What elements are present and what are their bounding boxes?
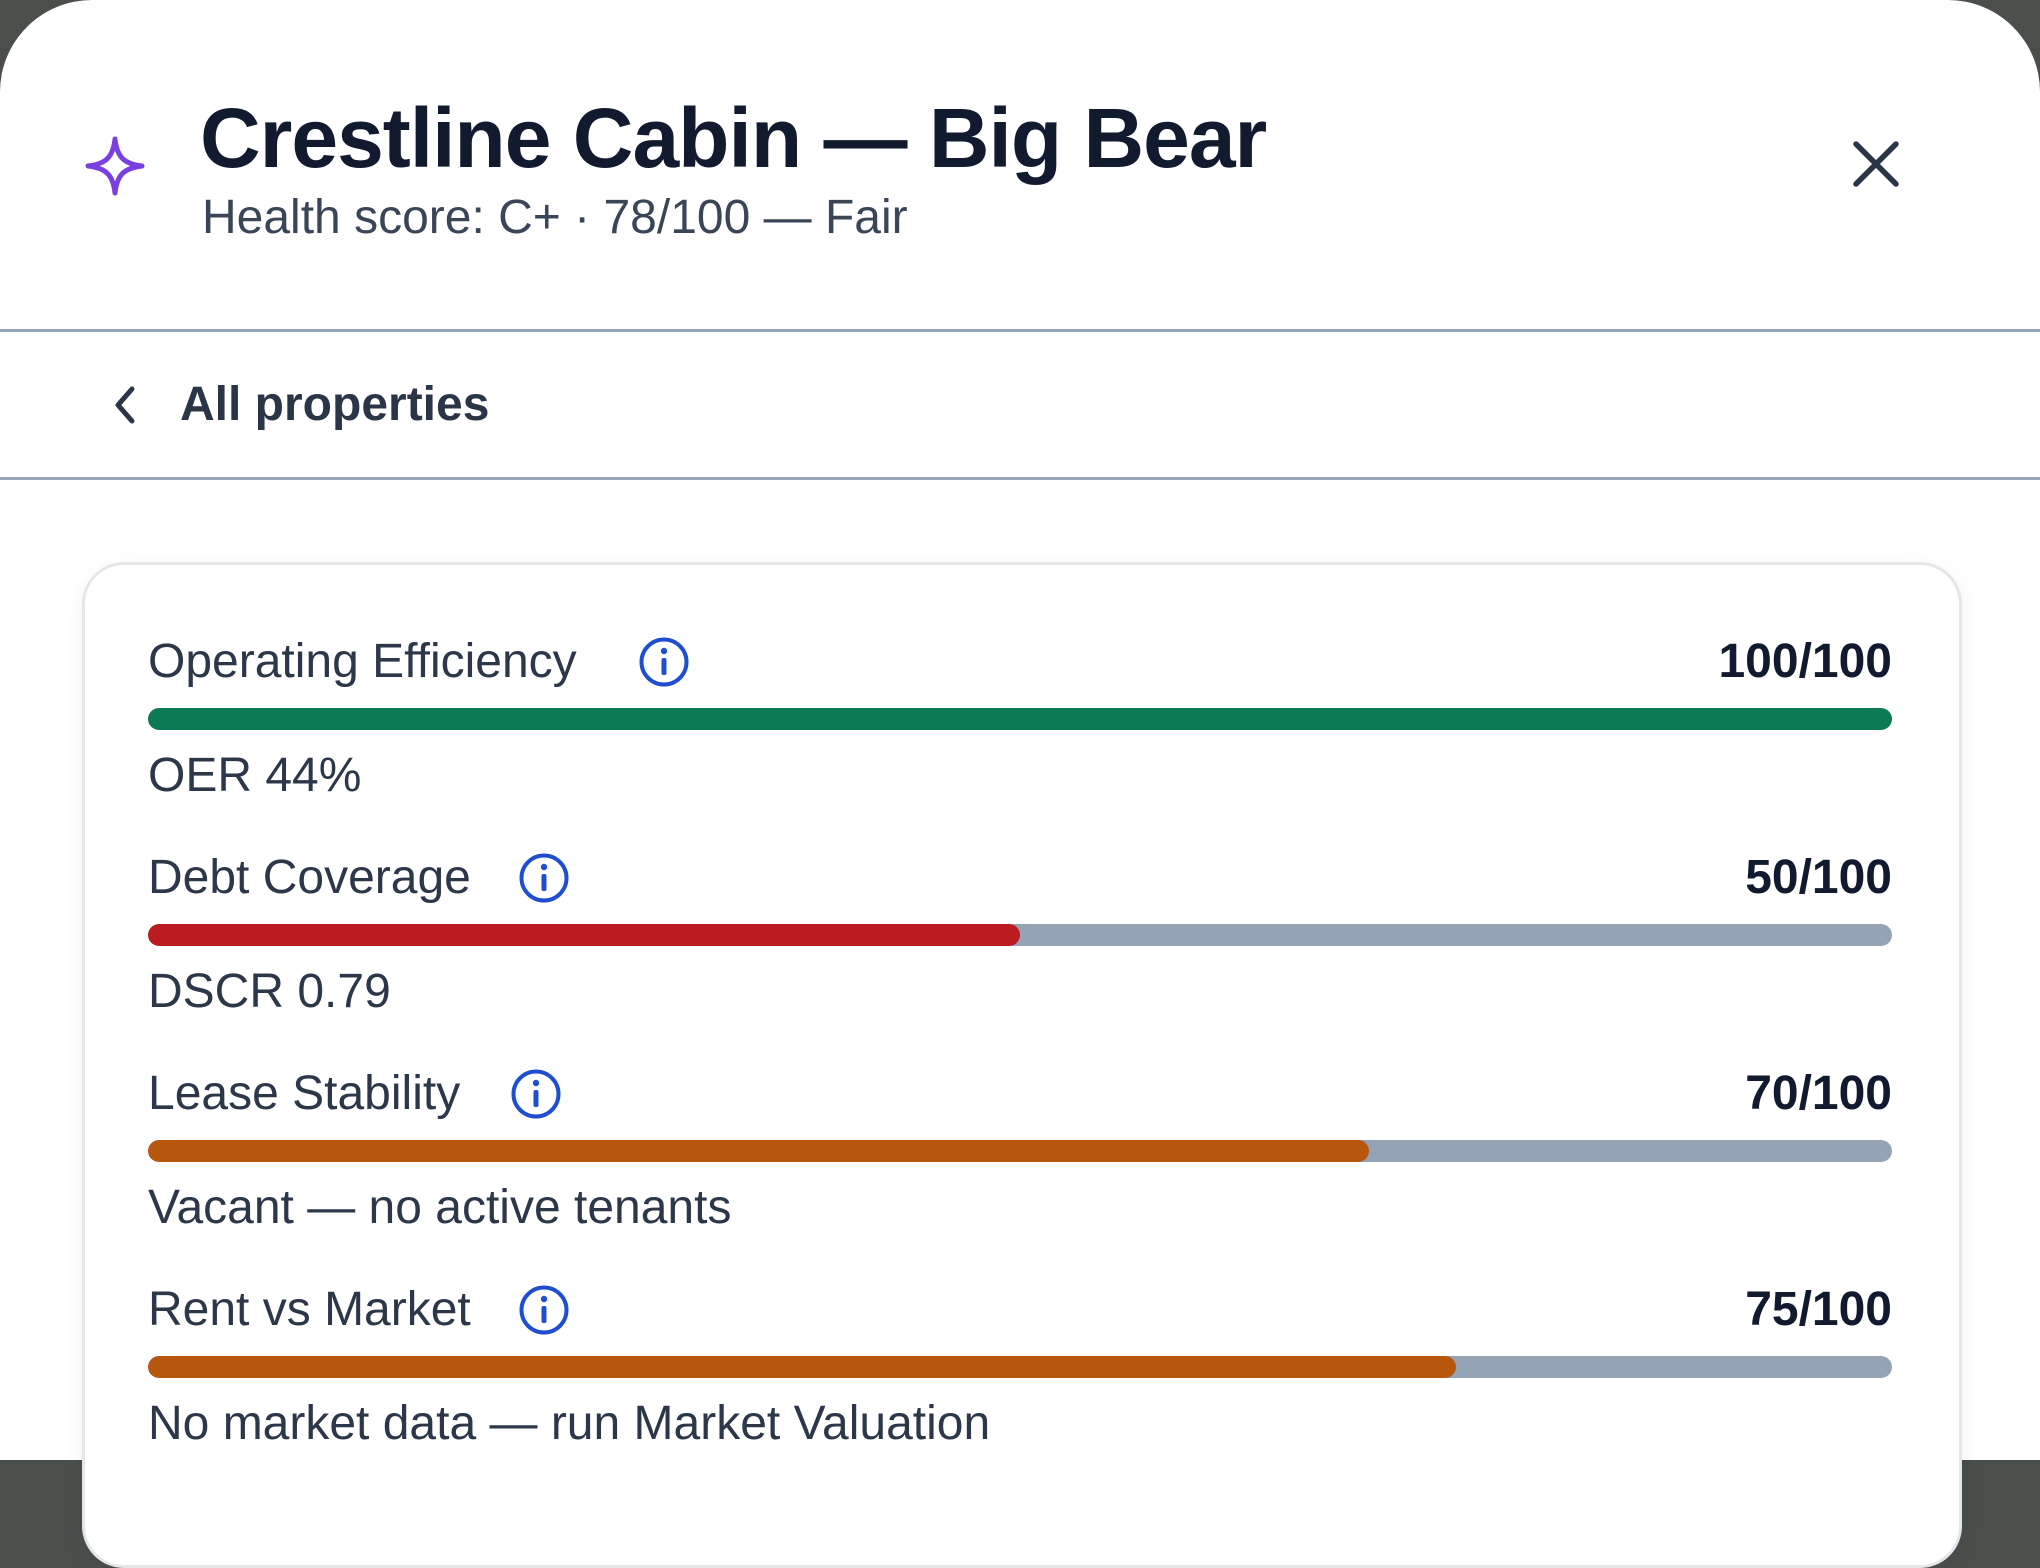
metric-detail: DSCR 0.79 (148, 965, 391, 1018)
info-icon[interactable] (510, 1068, 562, 1120)
score-bar-fill (148, 708, 1892, 730)
panel-header: Crestline Cabin — Big Bear Health score:… (0, 0, 2040, 330)
metric-score: 100/100 (1718, 635, 1892, 688)
metric-name: Rent vs Market (148, 1283, 471, 1336)
health-score-summary: Health score: C+ · 78/100 — Fair (202, 191, 908, 244)
sparkle-icon (85, 136, 145, 196)
metric-detail: No market data — run Market Valuation (148, 1397, 991, 1450)
header-divider (0, 329, 2040, 332)
score-bar-track (148, 708, 1892, 730)
info-icon[interactable] (518, 1284, 570, 1336)
metric-score: 70/100 (1745, 1067, 1892, 1120)
metric-name: Lease Stability (148, 1067, 461, 1120)
score-bar-fill (148, 1356, 1456, 1378)
score-bar-track (148, 1140, 1892, 1162)
nav-divider (0, 477, 2040, 480)
metric-score: 50/100 (1745, 851, 1892, 904)
chevron-left-icon (115, 386, 135, 424)
metric-detail: OER 44% (148, 749, 362, 802)
metric-rent-vs-market: Rent vs Market 75/100 No market data — r… (148, 1278, 1892, 1494)
score-bar-track (148, 1356, 1892, 1378)
metric-name: Debt Coverage (148, 851, 471, 904)
score-bar-fill (148, 1140, 1369, 1162)
score-bar-track (148, 924, 1892, 946)
metric-name: Operating Efficiency (148, 635, 577, 688)
score-bar-fill (148, 924, 1020, 946)
metric-detail: Vacant — no active tenants (148, 1181, 732, 1234)
metric-lease-stability: Lease Stability 70/100 Vacant — no activ… (148, 1062, 1892, 1278)
metric-debt-coverage: Debt Coverage 50/100 DSCR 0.79 (148, 846, 1892, 1062)
close-icon[interactable] (1848, 136, 1904, 192)
info-icon[interactable] (518, 852, 570, 904)
info-icon[interactable] (638, 636, 690, 688)
back-to-all-properties-button[interactable]: All properties (0, 333, 2040, 477)
metric-operating-efficiency: Operating Efficiency 100/100 OER 44% (148, 630, 1892, 846)
page-title: Crestline Cabin — Big Bear (200, 91, 1267, 185)
back-label: All properties (180, 378, 490, 431)
metric-score: 75/100 (1745, 1283, 1892, 1336)
